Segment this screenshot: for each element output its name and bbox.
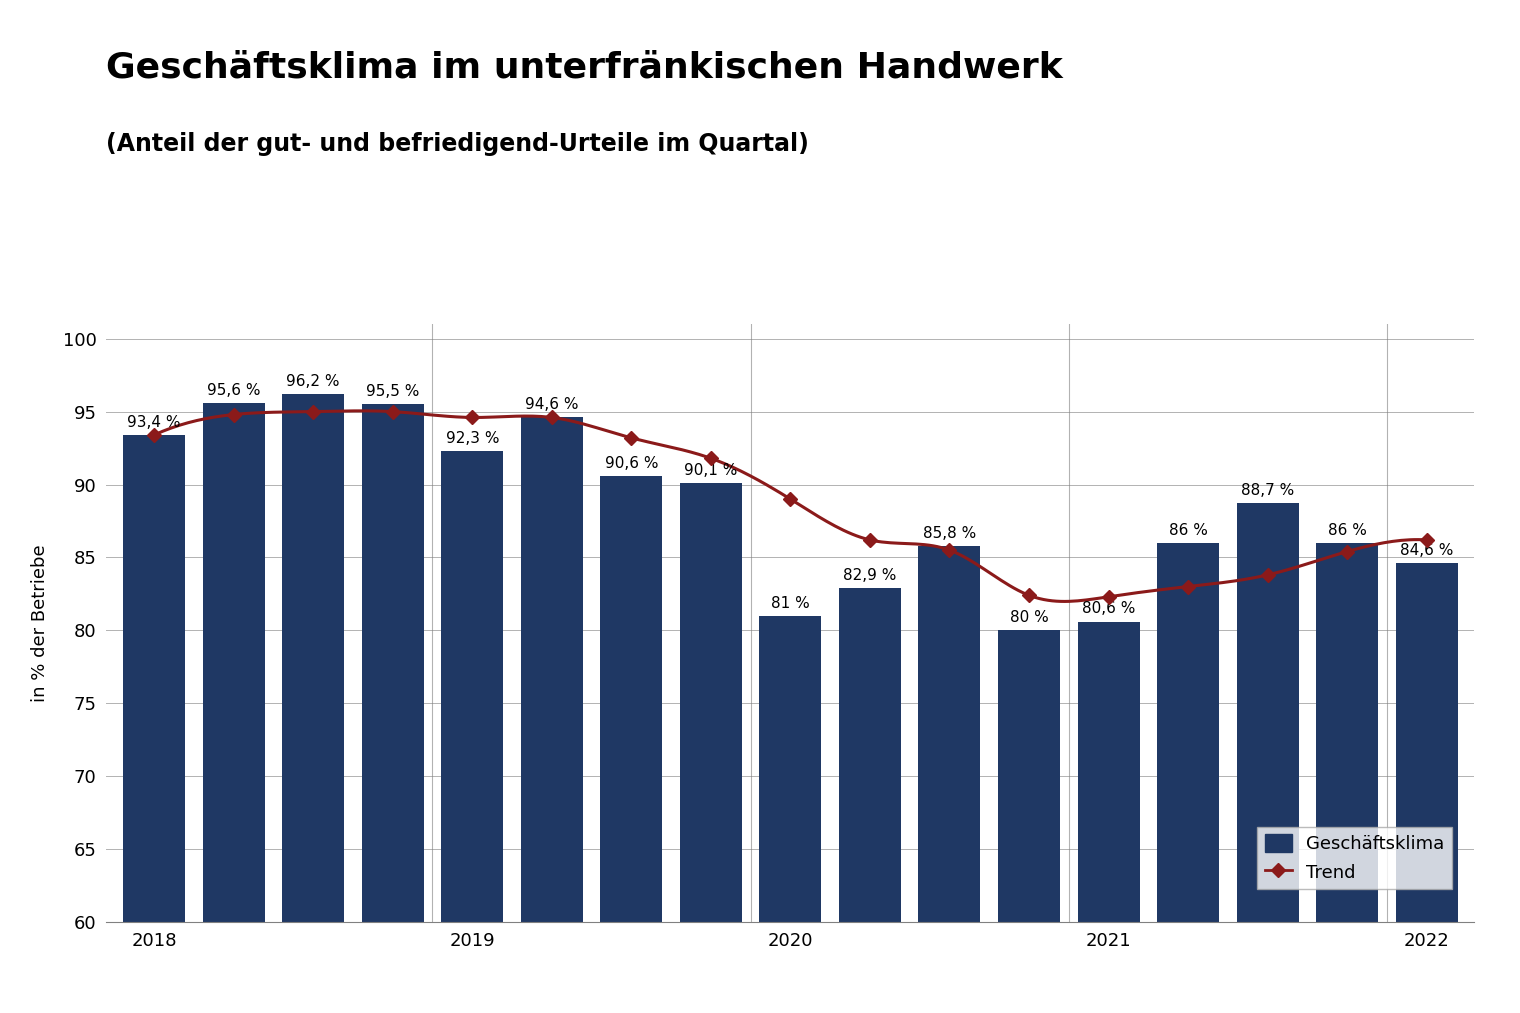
Text: 92,3 %: 92,3 % <box>445 431 499 446</box>
Bar <box>679 483 742 1013</box>
Text: 85,8 %: 85,8 % <box>923 526 976 541</box>
Bar <box>600 476 663 1013</box>
Text: Geschäftsklima im unterfränkischen Handwerk: Geschäftsklima im unterfränkischen Handw… <box>106 51 1062 85</box>
Text: 82,9 %: 82,9 % <box>844 568 897 582</box>
Bar <box>283 394 344 1013</box>
Bar <box>202 403 264 1013</box>
Text: (Anteil der gut- und befriedigend-Urteile im Quartal): (Anteil der gut- und befriedigend-Urteil… <box>106 132 809 156</box>
Text: 96,2 %: 96,2 % <box>286 374 340 389</box>
Bar <box>441 451 503 1013</box>
Text: 81 %: 81 % <box>771 596 810 611</box>
Y-axis label: in % der Betriebe: in % der Betriebe <box>30 544 49 702</box>
Bar <box>362 404 424 1013</box>
Text: 93,4 %: 93,4 % <box>128 415 181 430</box>
Text: 80 %: 80 % <box>1009 610 1049 625</box>
Bar <box>918 546 980 1013</box>
Bar <box>1395 563 1458 1013</box>
Bar <box>1157 543 1219 1013</box>
Bar <box>1078 622 1140 1013</box>
Text: 95,6 %: 95,6 % <box>207 383 260 398</box>
Bar <box>1237 503 1298 1013</box>
Bar <box>760 616 821 1013</box>
Legend: Geschäftsklima, Trend: Geschäftsklima, Trend <box>1257 827 1452 888</box>
Text: 88,7 %: 88,7 % <box>1240 483 1294 498</box>
Text: 90,6 %: 90,6 % <box>605 456 658 471</box>
Bar <box>123 435 185 1013</box>
Bar <box>999 630 1059 1013</box>
Bar <box>839 588 901 1013</box>
Text: 95,5 %: 95,5 % <box>366 384 420 399</box>
Text: 90,1 %: 90,1 % <box>684 463 737 478</box>
Text: 86 %: 86 % <box>1169 523 1207 538</box>
Text: 86 %: 86 % <box>1327 523 1366 538</box>
Text: 80,6 %: 80,6 % <box>1082 602 1135 617</box>
Bar <box>1316 543 1379 1013</box>
Text: 94,6 %: 94,6 % <box>524 397 579 412</box>
Bar <box>521 417 582 1013</box>
Text: 84,6 %: 84,6 % <box>1400 543 1453 558</box>
